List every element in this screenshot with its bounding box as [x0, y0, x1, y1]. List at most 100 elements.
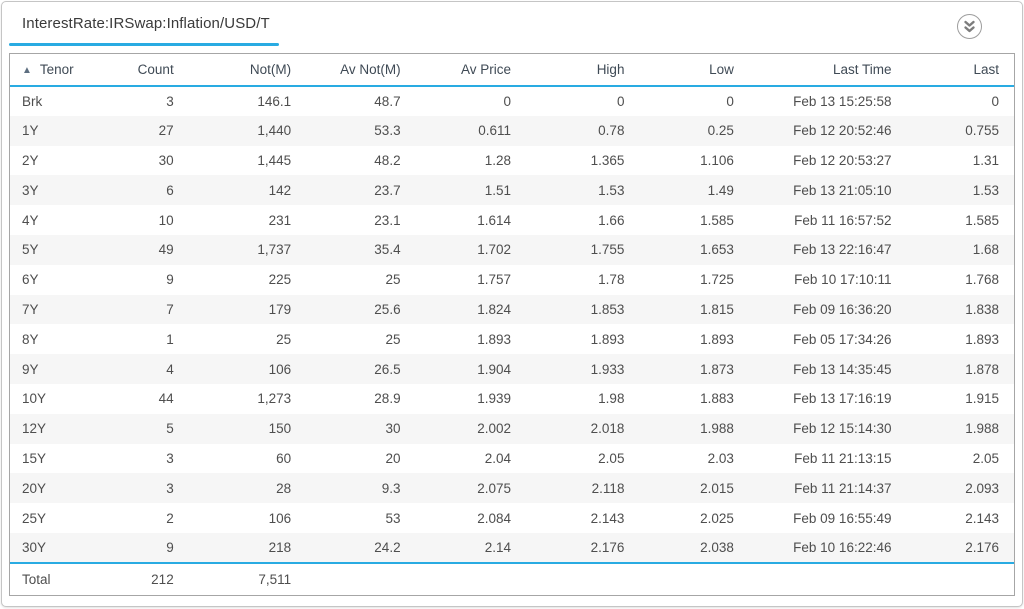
- cell-av_price: 2.075: [477, 480, 512, 496]
- cell-av_price: 1.939: [477, 391, 512, 407]
- cell-low: 1.815: [700, 301, 734, 317]
- total-empty-cells: [306, 563, 1014, 595]
- cell-low: 1.725: [700, 272, 734, 288]
- cell-low: 1.988: [700, 421, 734, 437]
- cell-last_time: Feb 11 16:57:52: [794, 212, 892, 228]
- table-row[interactable]: 25Y 2 106 53 2.084 2.143 2.025 Feb 09 16:55:49 2…: [10, 503, 1014, 533]
- table-row[interactable]: 7Y 7 179 25.6 1.824 1.853 1.815 Feb 09 16:36:20…: [10, 294, 1014, 325]
- cell-not_m: 1,440: [257, 123, 292, 139]
- cell-low: 1.585: [700, 212, 734, 228]
- table-row[interactable]: 9Y 4 106 26.5 1.904 1.933 1.873 Feb 13 14:35:45…: [10, 354, 1014, 384]
- column-header-av_price[interactable]: Av Price: [460, 62, 512, 77]
- table-row[interactable]: 6Y 9 225 25 1.757 1.78 1.725 Feb 10 17:10:11 1.7…: [10, 265, 1014, 295]
- cell-not_m: 1,445: [257, 152, 292, 168]
- total-label: Total: [22, 571, 51, 587]
- cell-tenor: 15Y: [22, 450, 47, 466]
- cell-last_time: Feb 13 22:16:47: [793, 242, 892, 258]
- cell-not_m: 28: [276, 480, 292, 496]
- cell-low: 0.25: [707, 123, 734, 139]
- column-header-av_not_m[interactable]: Av Not(M): [340, 62, 401, 77]
- cell-last_time: Feb 10 17:10:11: [794, 272, 892, 288]
- cell-tenor: 12Y: [22, 421, 47, 437]
- cell-last_time: Feb 13 15:25:58: [793, 93, 892, 109]
- table-row[interactable]: Brk 3 146.1 48.7 0 0 0 Feb 13 15:25:58 0: [10, 86, 1014, 116]
- cell-last: 2.143: [965, 510, 999, 526]
- table-row[interactable]: 8Y 1 25 25 1.893 1.893 1.893 Feb 05 17:34:26 1.8…: [10, 324, 1014, 354]
- cell-count: 5: [166, 421, 174, 437]
- column-header-count[interactable]: Count: [137, 62, 174, 77]
- cell-high: 1.853: [590, 301, 625, 317]
- table-body: Brk 3 146.1 48.7 0 0 0 Feb 13 15:25:58 0 1Y 27 1,44…: [10, 86, 1014, 563]
- table-row[interactable]: 4Y 10 231 23.1 1.614 1.66 1.585 Feb 11 16:57:52…: [10, 205, 1014, 235]
- cell-av_price: 0.611: [478, 123, 512, 139]
- active-tab-underline: [9, 43, 279, 46]
- cell-not_m: 225: [268, 272, 292, 288]
- cell-not_m: 1,737: [257, 242, 292, 258]
- cell-last: 2.05: [972, 450, 999, 466]
- cell-last_time: Feb 05 17:34:26: [793, 331, 892, 347]
- cell-tenor: 4Y: [22, 212, 39, 228]
- cell-tenor: 1Y: [22, 123, 39, 139]
- cell-not_m: 218: [268, 539, 292, 555]
- table-row[interactable]: 20Y 3 28 9.3 2.075 2.118 2.015 Feb 11 21:14:37 2…: [10, 473, 1014, 504]
- cell-av_not_m: 20: [385, 450, 401, 466]
- table-row[interactable]: 15Y 3 60 20 2.04 2.05 2.03 Feb 11 21:13:15 2.05: [10, 444, 1014, 474]
- cell-last_time: Feb 09 16:36:20: [793, 301, 892, 317]
- cell-av_not_m: 30: [385, 421, 401, 437]
- table-row[interactable]: 12Y 5 150 30 2.002 2.018 1.988 Feb 12 15:14:30 1…: [10, 413, 1014, 444]
- cell-av_not_m: 48.2: [374, 152, 401, 168]
- cell-last_time: Feb 12 15:14:30: [793, 421, 892, 437]
- cell-high: 2.143: [590, 510, 625, 526]
- cell-av_not_m: 28.9: [374, 391, 401, 407]
- table-row[interactable]: 5Y 49 1,737 35.4 1.702 1.755 1.653 Feb 13 22:16…: [10, 234, 1014, 265]
- sort-ascending-icon: ▲: [22, 65, 32, 76]
- column-header-tenor[interactable]: ▲ Tenor: [10, 54, 116, 86]
- cell-count: 2: [166, 510, 174, 526]
- cell-tenor: 25Y: [22, 510, 47, 526]
- cell-av_not_m: 23.1: [374, 212, 401, 228]
- cell-high: 2.018: [590, 421, 625, 437]
- cell-low: 1.653: [700, 242, 734, 258]
- table-row[interactable]: 3Y 6 142 23.7 1.51 1.53 1.49 Feb 13 21:05:10 1.5…: [10, 175, 1014, 206]
- column-header-low[interactable]: Low: [709, 62, 734, 77]
- cell-count: 9: [166, 272, 174, 288]
- column-header-last_time[interactable]: Last Time: [832, 62, 892, 77]
- cell-av_not_m: 25: [385, 272, 401, 288]
- cell-last: 2.176: [965, 539, 999, 555]
- table-row[interactable]: 10Y 44 1,273 28.9 1.939 1.98 1.883 Feb 13 17:16…: [10, 384, 1014, 414]
- cell-last_time: Feb 12 20:52:46: [793, 123, 892, 139]
- tab-instrument-title[interactable]: InterestRate:IRSwap:Inflation/USD/T: [22, 15, 270, 32]
- cell-last: 0.755: [965, 123, 999, 139]
- quotes-table: ▲ Tenor Count Not(M) Av Not(M) Av Price High Lo…: [10, 54, 1014, 595]
- cell-count: 6: [166, 182, 174, 198]
- cell-av_price: 0: [503, 93, 512, 109]
- table-row[interactable]: 30Y 9 218 24.2 2.14 2.176 2.038 Feb 10 16:22:46…: [10, 532, 1014, 563]
- cell-av_price: 1.28: [484, 152, 512, 168]
- column-header-high[interactable]: High: [596, 62, 625, 77]
- table-row[interactable]: 2Y 30 1,445 48.2 1.28 1.365 1.106 Feb 12 20:53:…: [10, 146, 1014, 176]
- cell-high: 1.66: [598, 212, 625, 228]
- cell-not_m: 25: [276, 331, 292, 347]
- cell-last_time: Feb 11 21:13:15: [794, 450, 892, 466]
- cell-high: 1.893: [590, 331, 625, 347]
- cell-tenor: 2Y: [22, 152, 39, 168]
- cell-last_time: Feb 09 16:55:49: [793, 510, 892, 526]
- double-chevron-down-icon: [964, 20, 975, 33]
- cell-av_not_m: 23.7: [374, 182, 401, 198]
- cell-av_price: 1.904: [477, 361, 512, 377]
- column-header-not_m[interactable]: Not(M): [249, 62, 292, 77]
- cell-tenor: 3Y: [22, 182, 39, 198]
- cell-av_not_m: 53.3: [374, 123, 401, 139]
- cell-av_price: 1.893: [477, 331, 512, 347]
- column-header-last[interactable]: Last: [973, 62, 999, 77]
- cell-tenor: 9Y: [22, 361, 39, 377]
- quotes-table-container: ▲ Tenor Count Not(M) Av Not(M) Av Price High Lo…: [9, 53, 1015, 596]
- collapse-panel-button[interactable]: [957, 14, 982, 39]
- cell-high: 1.78: [598, 272, 625, 288]
- table-row[interactable]: 1Y 27 1,440 53.3 0.611 0.78 0.25 Feb 12 20:52:4…: [10, 115, 1014, 146]
- panel-header: InterestRate:IRSwap:Inflation/USD/T: [2, 2, 1022, 53]
- cell-last_time: Feb 13 14:35:45: [793, 361, 892, 377]
- cell-high: 1.755: [590, 242, 625, 258]
- cell-not_m: 150: [268, 421, 292, 437]
- column-header-label: Tenor: [39, 62, 74, 77]
